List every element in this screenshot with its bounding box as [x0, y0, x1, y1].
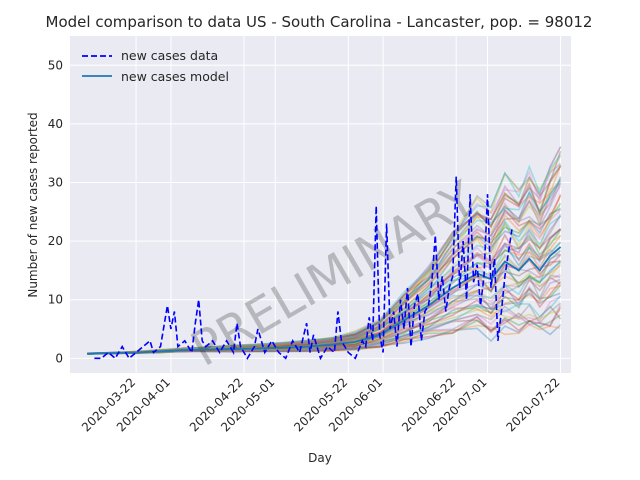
grid — [70, 36, 571, 373]
y-axis-ticks: 0 10 20 30 40 50 — [48, 58, 63, 365]
ensemble-line — [87, 307, 562, 355]
x-tick-label: 2020-07-22 — [503, 375, 562, 434]
chart-title: Model comparison to data US - South Caro… — [46, 13, 593, 31]
x-axis-label: Day — [308, 451, 332, 465]
ensemble-line — [87, 280, 562, 355]
y-tick-label: 50 — [48, 58, 63, 72]
series-lines — [87, 176, 562, 361]
ensemble-line — [87, 273, 561, 355]
legend-label-data: new cases data — [121, 48, 218, 63]
ensemble-line — [87, 178, 562, 355]
y-tick-label: 0 — [55, 351, 63, 365]
ensemble-line — [87, 314, 562, 355]
legend: new cases data new cases model — [82, 48, 229, 84]
legend-label-model: new cases model — [121, 69, 229, 84]
ensemble-line — [87, 183, 561, 355]
ensemble-line — [87, 193, 562, 355]
y-tick-label: 30 — [48, 176, 63, 190]
y-axis-label: Number of new cases reported — [26, 112, 40, 297]
ensemble-line — [87, 182, 562, 355]
ensemble-line — [87, 319, 562, 355]
ensemble-line — [87, 305, 562, 355]
y-tick-label: 40 — [48, 117, 63, 131]
y-tick-label: 20 — [48, 234, 63, 248]
y-tick-label: 10 — [48, 293, 63, 307]
ensemble-line — [87, 180, 562, 355]
series-data-line — [94, 176, 513, 361]
series-model-line — [87, 246, 562, 355]
ensemble-line — [87, 295, 562, 355]
